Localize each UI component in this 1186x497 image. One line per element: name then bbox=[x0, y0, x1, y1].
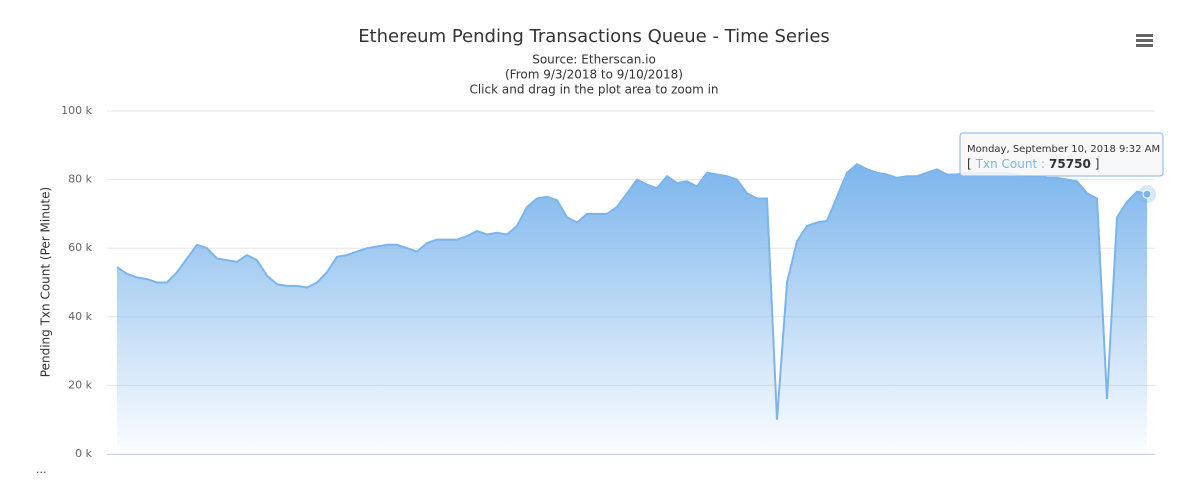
subtitle: Click and drag in the plot area to zoom … bbox=[469, 83, 718, 97]
tooltip-box bbox=[959, 132, 1164, 177]
y-tick-label: 100 k bbox=[61, 104, 92, 117]
tooltip-bracket: ] bbox=[1095, 157, 1100, 171]
tooltip-bracket: [ bbox=[967, 157, 972, 171]
y-tick-label: 80 k bbox=[68, 173, 92, 186]
menu-bar[interactable] bbox=[1136, 39, 1153, 42]
y-tick-label: 20 k bbox=[68, 378, 92, 391]
tooltip-value: 75750 bbox=[1049, 157, 1091, 171]
subtitle: (From 9/3/2018 to 9/10/2018) bbox=[505, 68, 683, 82]
tooltip-header: Monday, September 10, 2018 9:32 AM bbox=[967, 144, 1160, 155]
menu-button[interactable] bbox=[1130, 28, 1160, 52]
chart-title: Ethereum Pending Transactions Queue - Ti… bbox=[358, 26, 830, 47]
tooltip-body: [Txn Count : 75750] bbox=[967, 157, 1099, 171]
hover-point bbox=[1142, 189, 1152, 199]
tooltip-label: Txn Count : bbox=[975, 157, 1045, 171]
y-axis-title: Pending Txn Count (Per Minute) bbox=[39, 187, 53, 377]
subtitle: Source: Etherscan.io bbox=[532, 53, 656, 67]
tooltip: Monday, September 10, 2018 9:32 AM [Txn C… bbox=[959, 132, 1164, 177]
y-tick-label: 40 k bbox=[68, 310, 92, 323]
credits: ... bbox=[36, 463, 47, 476]
y-tick-label: 60 k bbox=[68, 241, 92, 254]
area-fill bbox=[117, 164, 1147, 454]
menu-bar[interactable] bbox=[1136, 44, 1153, 47]
menu-bar[interactable] bbox=[1136, 34, 1153, 37]
y-tick-label: 0 k bbox=[75, 447, 92, 460]
